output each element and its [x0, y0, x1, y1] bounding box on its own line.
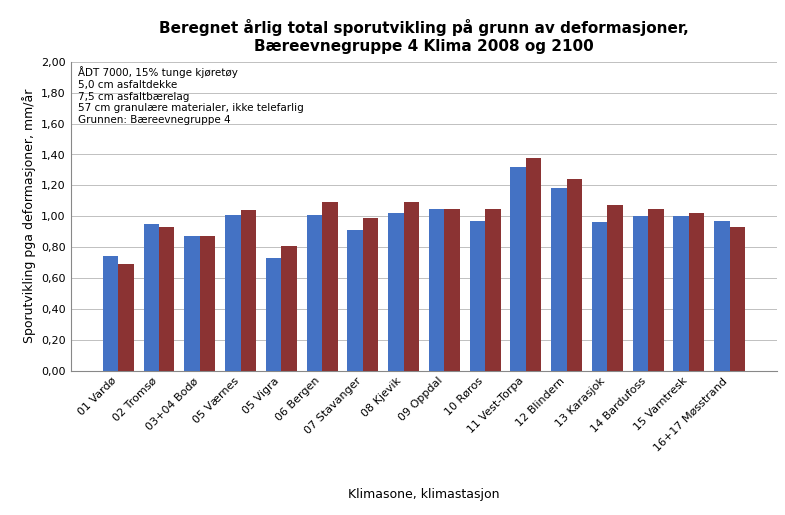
Bar	[674, 216, 688, 371]
Bar	[469, 221, 485, 371]
Bar	[184, 236, 199, 371]
Bar	[103, 256, 119, 371]
Bar	[526, 158, 542, 371]
Bar	[240, 210, 256, 371]
Bar	[567, 179, 582, 371]
Bar	[608, 205, 623, 371]
Bar	[551, 188, 567, 371]
X-axis label: Klimasone, klimastasjon: Klimasone, klimastasjon	[349, 488, 499, 501]
Y-axis label: Sporutvikling pga deformasjoner, mm/år: Sporutvikling pga deformasjoner, mm/år	[22, 89, 35, 344]
Bar	[119, 264, 133, 371]
Bar	[388, 213, 403, 371]
Bar	[281, 246, 297, 371]
Bar	[266, 258, 281, 371]
Bar	[347, 230, 363, 371]
Bar	[306, 215, 322, 371]
Bar	[714, 221, 729, 371]
Bar	[592, 222, 608, 371]
Bar	[199, 236, 215, 371]
Bar	[510, 167, 526, 371]
Bar	[363, 218, 378, 371]
Bar	[648, 209, 663, 371]
Bar	[429, 209, 444, 371]
Bar	[633, 216, 648, 371]
Bar	[688, 213, 704, 371]
Bar	[144, 224, 159, 371]
Bar	[225, 215, 240, 371]
Text: ÅDT 7000, 15% tunge kjøretøy
5,0 cm asfaltdekke
7,5 cm asfaltbærelag
57 cm granu: ÅDT 7000, 15% tunge kjøretøy 5,0 cm asfa…	[78, 66, 304, 125]
Bar	[444, 209, 460, 371]
Bar	[322, 202, 338, 371]
Bar	[159, 227, 174, 371]
Bar	[485, 209, 501, 371]
Bar	[403, 202, 419, 371]
Title: Beregnet årlig total sporutvikling på grunn av deformasjoner,
Bæreevnegruppe 4 K: Beregnet årlig total sporutvikling på gr…	[159, 19, 688, 54]
Bar	[729, 227, 745, 371]
